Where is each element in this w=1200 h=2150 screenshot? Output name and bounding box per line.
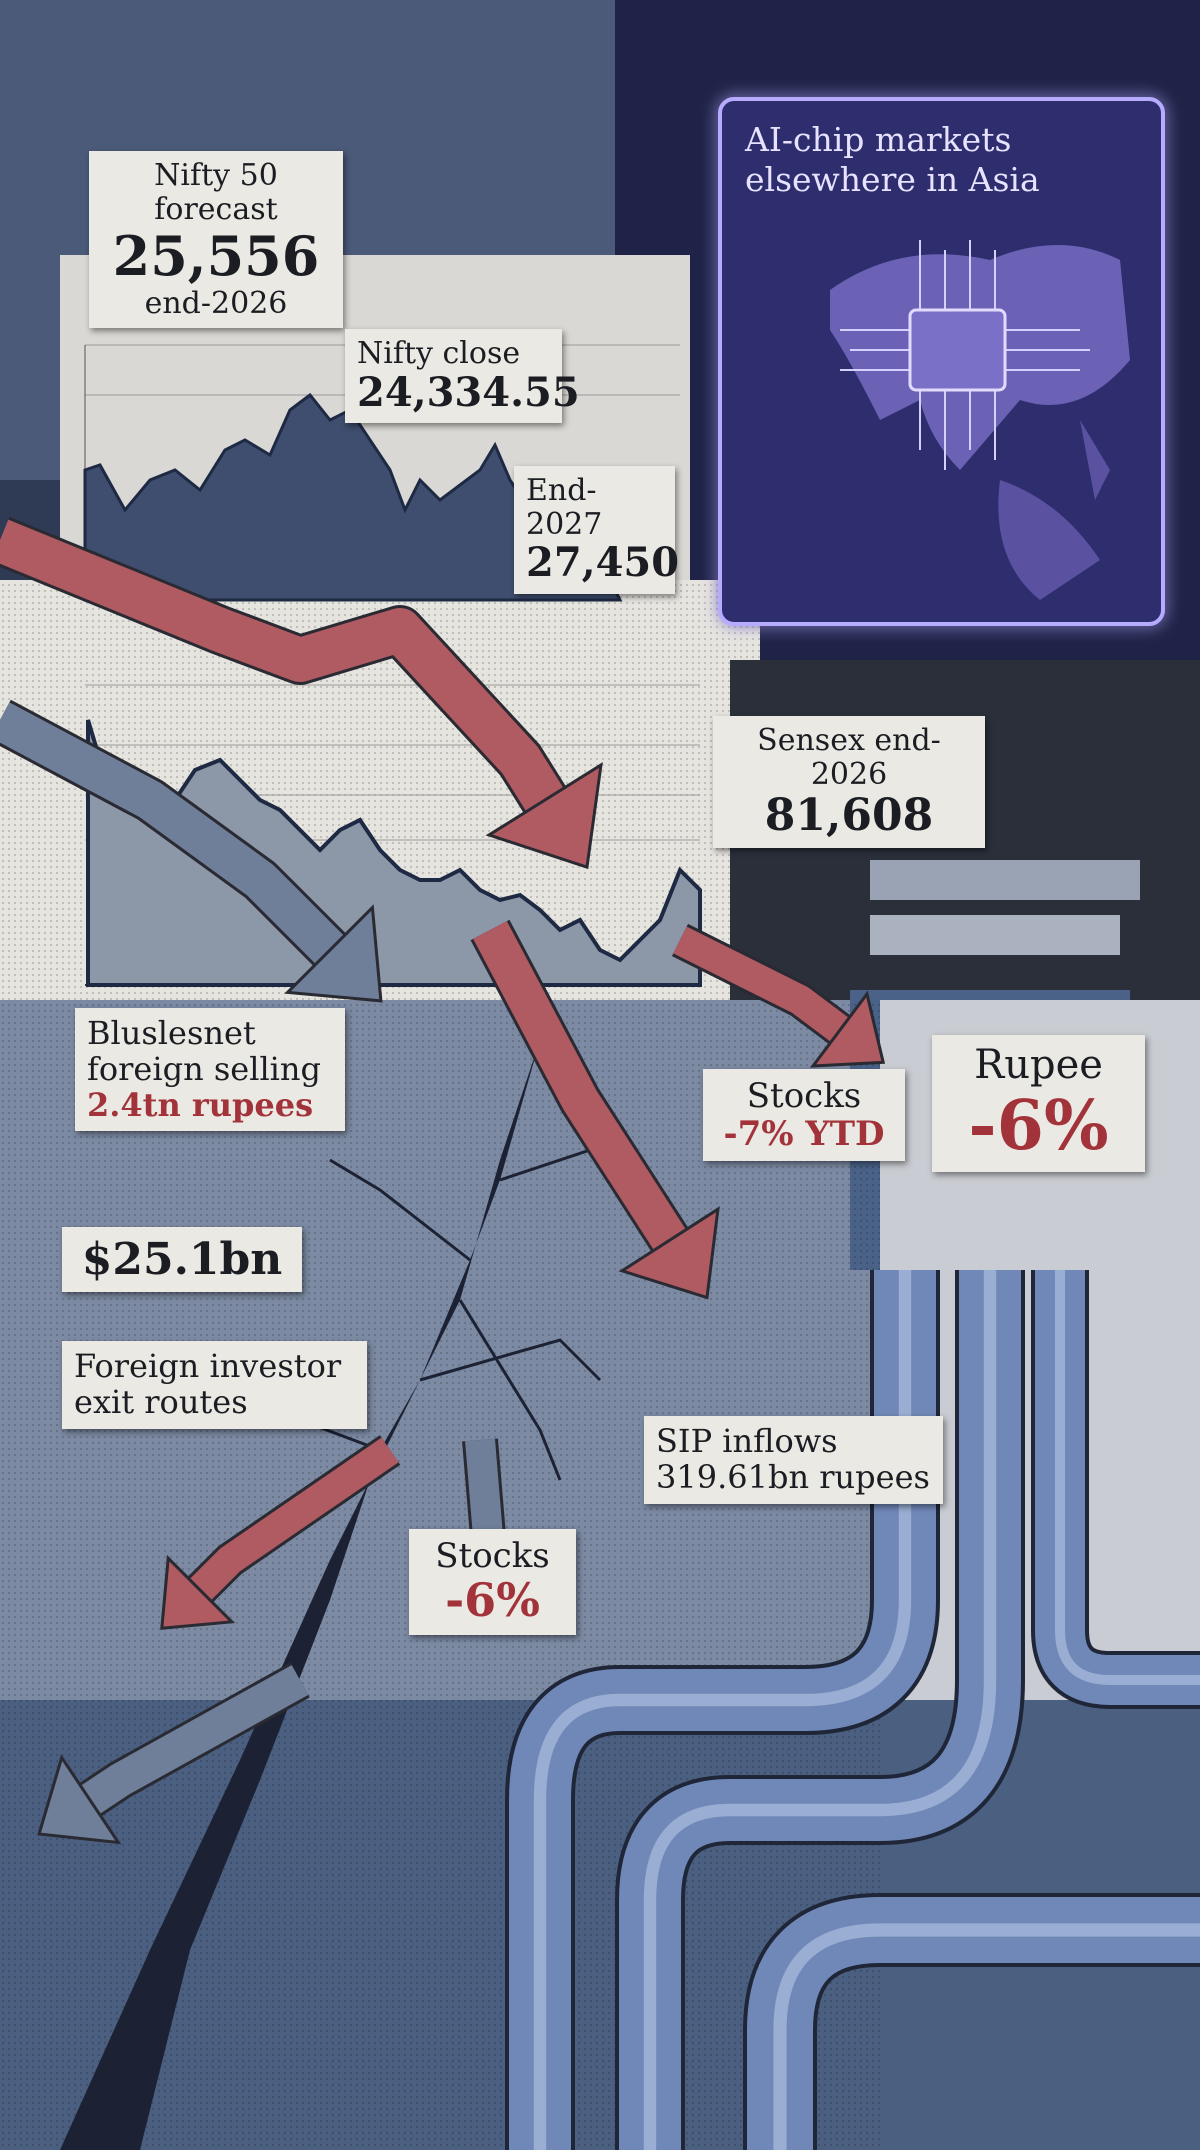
arrow-body <box>189 1437 399 1601</box>
label-title: Sensex end-2026 <box>757 723 941 792</box>
arrow-body <box>473 921 686 1251</box>
arrow-head <box>160 1554 236 1630</box>
label-box: $25.1bn <box>62 1227 302 1293</box>
chip <box>908 308 1007 392</box>
label-value: -6% <box>968 1085 1109 1166</box>
label-box: Foreign investor exit routes <box>62 1341 367 1429</box>
pipe-highlight <box>1055 1270 1200 1685</box>
arrow-body <box>673 926 849 1042</box>
strip <box>870 860 1140 900</box>
label-box: Nifty 50 forecast 25,556 end-2026 <box>89 151 343 329</box>
label-box: Stocks -7% YTD <box>703 1069 905 1162</box>
label-box: SIP inflows 319.61bn rupees <box>644 1416 943 1504</box>
arrow-head <box>618 1206 720 1300</box>
pipe-highlight <box>773 1923 1200 2150</box>
label-box: Bluslesnet foreign selling 2.4tn rupees <box>75 1008 345 1132</box>
label-box: Nifty close 24,334.55 <box>345 329 580 424</box>
label-value: -6% <box>445 1573 540 1628</box>
label-value: $25.1bn <box>81 1234 283 1285</box>
label-box: End-2027 27,450 <box>514 466 680 594</box>
map <box>998 420 1110 600</box>
label-title: Nifty close <box>357 336 521 371</box>
label-box: Rupee -6% <box>932 1035 1145 1172</box>
panel-title: AI-chip markets elsewhere in Asia <box>745 120 1040 199</box>
label-title: Bluslesnet foreign selling <box>87 1014 321 1088</box>
label-value: 319.61bn rupees <box>656 1457 930 1496</box>
strip <box>870 915 1120 955</box>
label-box: Sensex end-2026 81,608 <box>713 716 985 849</box>
label-title: Foreign investor exit routes <box>74 1347 342 1421</box>
label-note: end-2026 <box>144 285 288 321</box>
arrow-body <box>0 519 564 812</box>
label-value: 2.4tn rupees <box>87 1085 314 1124</box>
pipes <box>505 1270 1200 2150</box>
label-value: 81,608 <box>764 790 934 842</box>
label-title: Rupee <box>974 1042 1103 1088</box>
ai-panel <box>718 97 1165 626</box>
arrow-head <box>485 762 603 870</box>
label-title: End-2027 <box>526 473 603 542</box>
pipe-highlight <box>643 1270 997 2150</box>
label-box: Stocks -6% <box>409 1529 576 1635</box>
label-value: 24,334.55 <box>357 368 580 416</box>
label-title: SIP inflows <box>656 1422 838 1460</box>
chart-illustration <box>85 684 702 987</box>
label-title: Stocks <box>746 1076 862 1116</box>
arrow-head <box>284 904 383 1003</box>
arrow-head <box>37 1754 122 1845</box>
arrow-head <box>809 990 886 1068</box>
pipe-highlight <box>533 1270 912 2150</box>
label-value: 27,450 <box>526 539 680 587</box>
label-value: 25,556 <box>112 224 320 289</box>
arrow-body <box>0 702 345 965</box>
arrow-body <box>80 1665 309 1815</box>
area <box>86 719 702 987</box>
label-value: -7% YTD <box>723 1114 885 1155</box>
label-title: Nifty 50 forecast <box>154 158 278 227</box>
label-title: Stocks <box>435 1536 550 1576</box>
circuit <box>840 240 1090 470</box>
crack-line <box>299 1138 621 1481</box>
